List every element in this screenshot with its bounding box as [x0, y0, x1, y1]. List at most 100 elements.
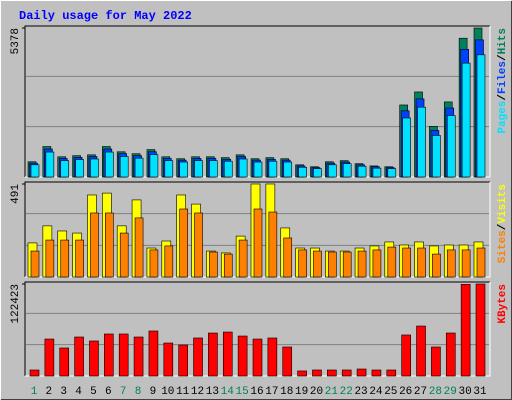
bar — [298, 167, 307, 178]
x-tick-label: 30 — [459, 386, 472, 398]
bar — [90, 158, 99, 178]
bar — [149, 249, 159, 278]
bar — [178, 344, 188, 377]
bar — [313, 250, 322, 278]
bar — [357, 165, 367, 178]
bar — [460, 284, 471, 377]
y-tick-label: 491 — [10, 184, 22, 204]
bar — [313, 168, 322, 178]
bar — [371, 369, 382, 377]
bar — [342, 163, 352, 178]
x-tick-label: 21 — [325, 386, 339, 398]
bar — [401, 334, 411, 377]
plot-border-dark — [24, 25, 490, 177]
x-tick-label: 7 — [120, 386, 127, 398]
plot-border-dark — [24, 281, 490, 376]
x-tick-label: 26 — [399, 386, 412, 398]
x-tick-label: 20 — [310, 386, 323, 398]
bar — [104, 333, 114, 377]
bar — [105, 212, 114, 278]
x-tick-label: 22 — [340, 386, 353, 398]
bar — [253, 161, 263, 178]
bar — [298, 249, 307, 278]
bar — [30, 250, 40, 278]
bar — [387, 168, 397, 178]
bar — [45, 151, 55, 178]
legend-separator: / — [497, 223, 509, 230]
bar — [59, 347, 70, 377]
legend-separator: / — [497, 94, 509, 101]
bar — [342, 251, 352, 278]
bar — [432, 253, 441, 278]
legend-entry: Sites — [497, 230, 509, 263]
bar — [29, 369, 40, 377]
bar — [90, 212, 99, 278]
bar — [446, 249, 456, 278]
x-tick-label: 16 — [250, 386, 263, 398]
x-tick-label: 1 — [31, 386, 38, 398]
x-tick-label: 12 — [191, 386, 204, 398]
bar — [60, 160, 70, 178]
bar — [283, 161, 293, 178]
bar — [222, 331, 233, 377]
x-tick-label: 18 — [280, 386, 293, 398]
x-tick-label: 15 — [236, 386, 249, 398]
bar — [282, 346, 293, 377]
bar — [402, 247, 411, 278]
bar — [164, 245, 174, 278]
bar — [209, 251, 218, 278]
bar — [476, 54, 486, 178]
bar — [417, 106, 426, 178]
legend: Pages/Files/Hits — [497, 28, 509, 134]
bar — [134, 157, 144, 178]
bar — [60, 239, 70, 278]
bar — [133, 336, 144, 377]
bar — [252, 338, 263, 377]
bar — [476, 247, 486, 278]
x-tick-label: 4 — [75, 386, 82, 398]
x-tick-label: 31 — [473, 386, 487, 398]
bar — [134, 217, 144, 278]
bar — [30, 164, 40, 178]
bar — [193, 337, 203, 377]
x-tick-label: 24 — [369, 386, 383, 398]
bar — [312, 369, 322, 377]
x-tick-label: 28 — [429, 386, 442, 398]
x-tick-label: 3 — [60, 386, 67, 398]
bar — [341, 369, 352, 377]
bar — [475, 283, 486, 377]
x-tick-label: 13 — [206, 386, 219, 398]
bar — [148, 330, 159, 377]
bar — [75, 159, 84, 178]
legend: Sites/Visits — [497, 184, 509, 263]
bar — [237, 335, 248, 377]
bar — [445, 332, 456, 377]
bar — [402, 117, 411, 178]
plot-border-dark — [24, 181, 490, 277]
legend-entry: Visits — [497, 184, 509, 224]
bar — [208, 332, 218, 377]
bar — [387, 246, 397, 278]
bar — [238, 239, 248, 278]
bar — [194, 212, 203, 278]
bar — [253, 208, 263, 278]
legend-entry: Pages — [497, 101, 509, 134]
x-tick-label: 23 — [354, 386, 367, 398]
bar — [432, 135, 441, 178]
y-tick-label: 122423 — [10, 284, 22, 324]
bar — [119, 232, 129, 278]
bar — [327, 369, 337, 377]
legend-entry: Files — [497, 61, 509, 94]
bar — [75, 239, 84, 278]
x-tick-label: 8 — [135, 386, 142, 398]
x-tick-label: 25 — [384, 386, 397, 398]
bar — [372, 249, 382, 278]
bar — [446, 115, 456, 178]
chart-title: Daily usage for May 2022 — [19, 9, 192, 23]
x-tick-label: 17 — [265, 386, 278, 398]
bar — [209, 160, 218, 178]
x-tick-label: 27 — [414, 386, 427, 398]
